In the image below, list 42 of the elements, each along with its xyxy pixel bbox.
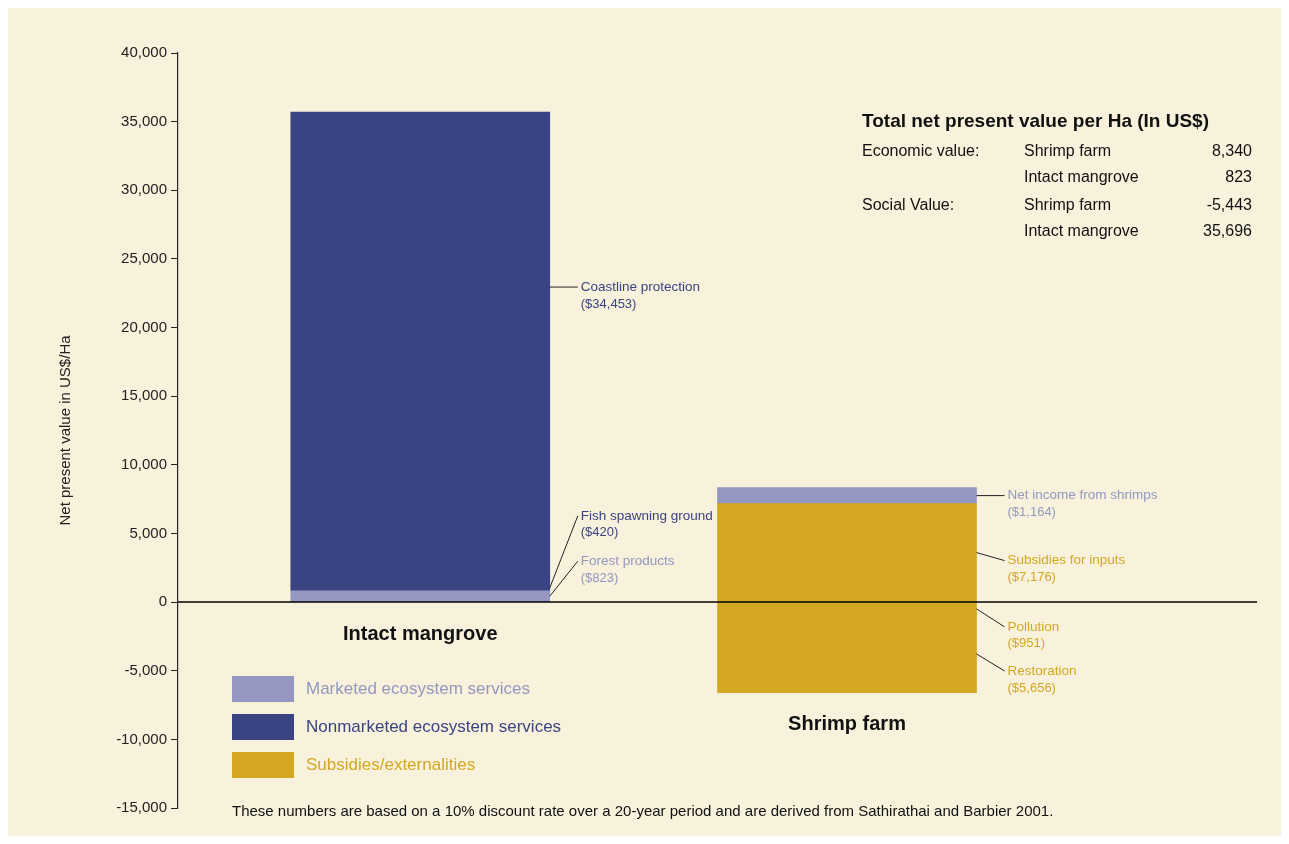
y-tick-label: -5,000	[124, 660, 167, 678]
annotation: -5,443	[1205, 196, 1252, 214]
annotation: Restoration	[1007, 662, 1077, 678]
annotation: Shrimp farm	[1024, 142, 1113, 160]
y-tick-label: 0	[158, 592, 167, 610]
legend-label: Marketed ecosystem services	[306, 679, 530, 699]
annotation: Subsidies for inputs	[1007, 552, 1126, 568]
y-tick-label: -10,000	[116, 729, 167, 747]
annotation: Total net present value per Ha (In US$)	[862, 110, 1210, 132]
y-tick-label: 40,000	[121, 43, 167, 61]
annotation: Intact mangrove	[1024, 168, 1140, 186]
data-label: ($34,453)	[580, 295, 637, 311]
y-tick-label: 35,000	[121, 111, 167, 129]
annotation: Fish spawning ground	[580, 507, 713, 523]
y-tick-label: 20,000	[121, 317, 167, 335]
annotation: Net income from shrimps	[1007, 487, 1158, 503]
annotation: Forest products	[580, 552, 675, 568]
y-tick-label: 10,000	[121, 454, 167, 472]
annotation: 35,696	[1202, 222, 1252, 240]
data-label: ($823)	[580, 569, 619, 585]
annotation: These numbers are based on a 10% discount rate over a 20-year period and are derived from Sathirathai and Barbier 2001.	[232, 802, 1054, 819]
data-label: ($951)	[1007, 635, 1046, 651]
y-tick-label: 15,000	[121, 386, 167, 404]
annotation: Shrimp farm	[1024, 196, 1113, 214]
annotation: Social Value:	[862, 196, 956, 214]
annotation: 8,340	[1210, 142, 1252, 160]
annotation: Coastline protection	[580, 278, 701, 294]
data-label: ($1,164)	[1007, 504, 1056, 520]
y-tick-label: 30,000	[121, 180, 167, 198]
y-tick-label: 5,000	[129, 523, 167, 541]
data-label: ($7,176)	[1007, 569, 1056, 585]
y-tick-label: -15,000	[116, 798, 167, 816]
legend-label: Nonmarketed ecosystem services	[306, 717, 562, 737]
legend-label: Subsidies/externalities	[306, 755, 476, 775]
annotation: Pollution	[1007, 618, 1060, 634]
y-tick-label: 25,000	[121, 249, 167, 267]
annotation: Intact mangrove	[1024, 222, 1140, 240]
annotation: Economic value:	[862, 142, 981, 160]
data-label: ($5,656)	[1007, 679, 1056, 695]
annotation: 823	[1224, 168, 1252, 186]
y-axis-title: Net present value in US$/Ha	[56, 334, 74, 526]
data-label: ($420)	[580, 524, 619, 540]
